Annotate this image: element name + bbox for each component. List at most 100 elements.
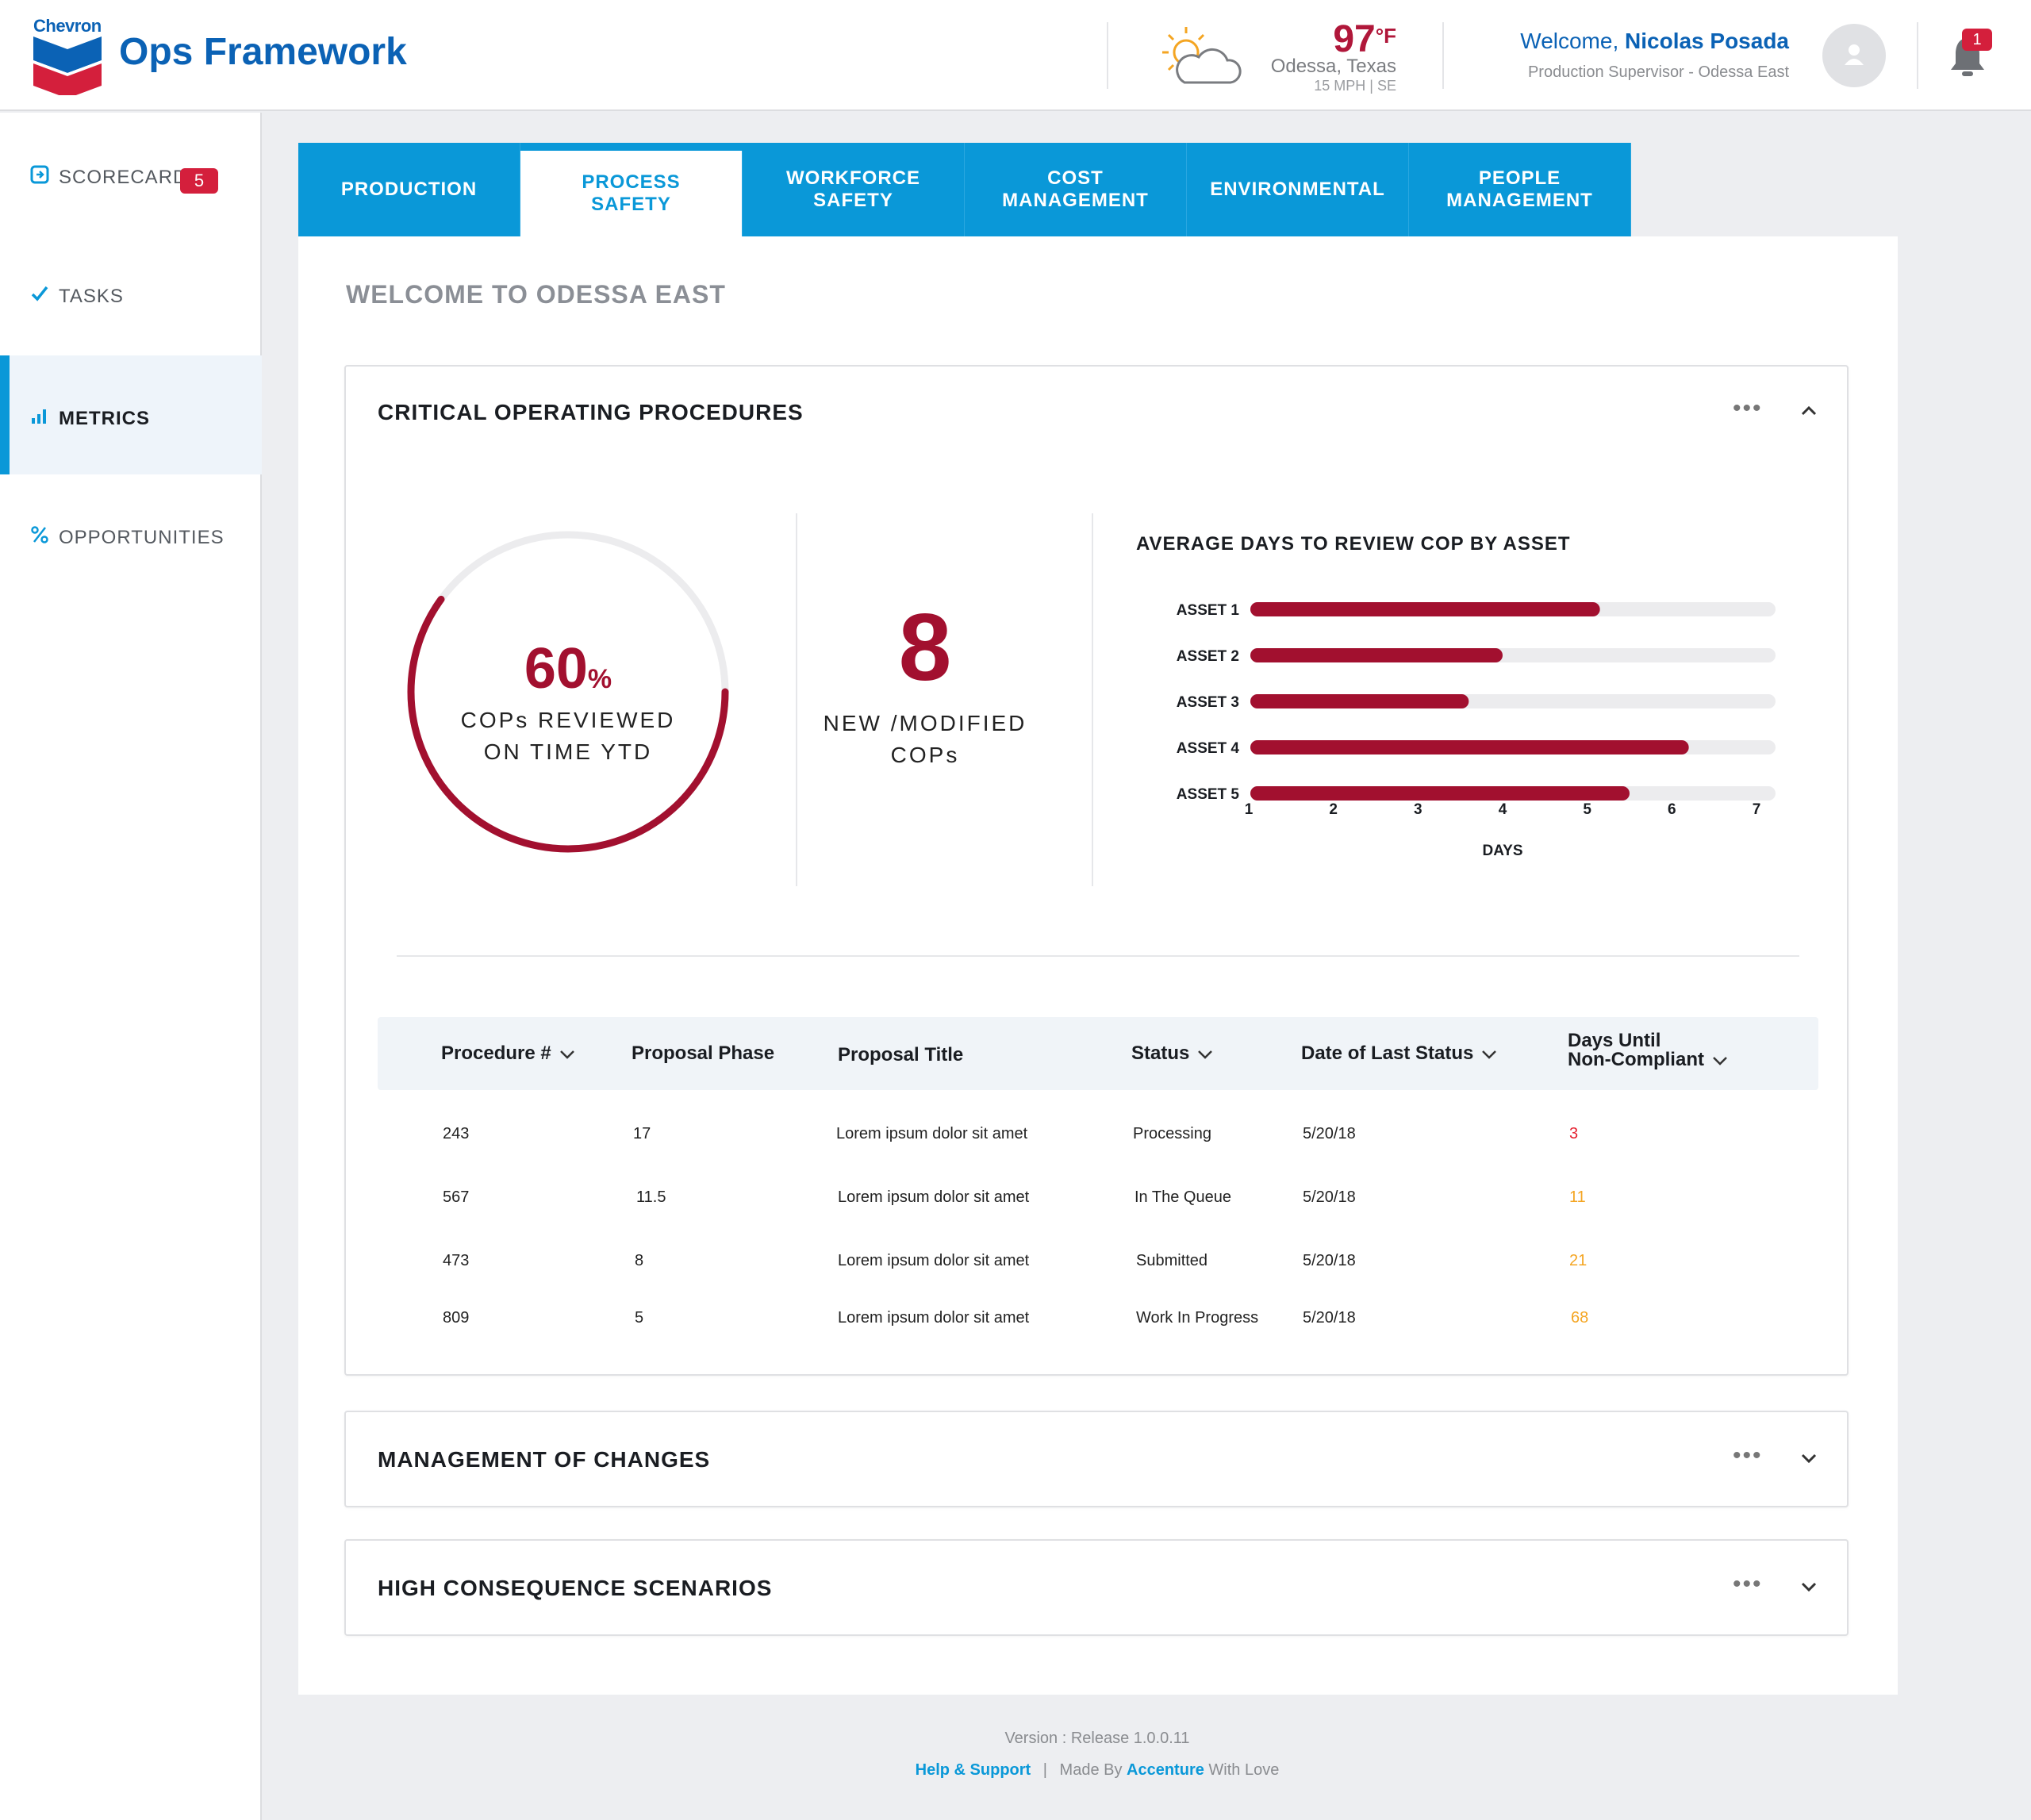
notification-badge[interactable]: 1 <box>1962 29 1992 51</box>
sort-date[interactable]: Date of Last Status <box>1301 1044 1497 1063</box>
label-line: COPs <box>890 743 960 767</box>
bar[interactable] <box>1250 786 1630 801</box>
cell-procedure: 473 <box>443 1252 470 1269</box>
section-divider <box>397 955 1799 957</box>
moc-card[interactable]: MANAGEMENT OF CHANGES ••• <box>344 1411 1849 1507</box>
label-line: ON TIME YTD <box>483 739 653 764</box>
chevron-down-icon <box>1198 1050 1213 1059</box>
header-label: Status <box>1131 1042 1190 1064</box>
hcs-card[interactable]: HIGH CONSEQUENCE SCENARIOS ••• <box>344 1539 1849 1636</box>
column-divider <box>1092 513 1093 886</box>
card-title: MANAGEMENT OF CHANGES <box>378 1447 711 1472</box>
table-row[interactable]: 243 17 Lorem ipsum dolor sit amet Proces… <box>346 1111 1850 1158</box>
user-role: Production Supervisor - Odessa East <box>1527 63 1789 81</box>
made-by-text: Made By <box>1059 1761 1123 1779</box>
sidebar-item-label: METRICS <box>59 408 150 429</box>
progress-arc <box>407 531 729 853</box>
sort-days-non-compliant[interactable]: Days Until Non-Compliant <box>1568 1031 1728 1069</box>
cell-date: 5/20/18 <box>1303 1252 1356 1269</box>
cell-phase: 5 <box>635 1309 644 1327</box>
bar[interactable] <box>1250 648 1503 662</box>
bar[interactable] <box>1250 694 1469 708</box>
cell-procedure: 809 <box>443 1309 470 1327</box>
chevron-logo[interactable] <box>32 16 103 95</box>
card-title: HIGH CONSEQUENCE SCENARIOS <box>378 1576 773 1600</box>
footer-separator: | <box>1042 1761 1047 1779</box>
chevron-down-icon <box>1713 1056 1727 1066</box>
sidebar-item-tasks[interactable]: TASKS <box>0 233 262 352</box>
more-options-icon[interactable]: ••• <box>1733 395 1763 421</box>
sort-status[interactable]: Status <box>1131 1044 1213 1063</box>
user-name[interactable]: Nicolas Posada <box>1625 29 1789 53</box>
help-support-link[interactable]: Help & Support <box>915 1761 1031 1779</box>
page-title: WELCOME TO ODESSA EAST <box>346 280 726 309</box>
header-divider <box>1107 22 1108 89</box>
chevron-down-icon[interactable] <box>1798 1576 1820 1598</box>
table-row[interactable]: 809 5 Lorem ipsum dolor sit amet Work In… <box>346 1295 1850 1342</box>
table-row[interactable]: 567 11.5 Lorem ipsum dolor sit amet In T… <box>346 1174 1850 1222</box>
header-divider <box>1442 22 1444 89</box>
tab-environmental[interactable]: ENVIRONMENTAL <box>1187 143 1409 236</box>
tab-production[interactable]: PRODUCTION <box>298 143 520 236</box>
weather-city: Odessa, Texas <box>1270 56 1396 77</box>
category-label: ASSET 4 <box>1177 740 1240 757</box>
sidebar-item-scorecard[interactable]: SCORECARD <box>0 114 262 233</box>
progress-ring <box>407 531 729 853</box>
label-line: NEW /MODIFIED <box>823 711 1027 735</box>
cell-phase: 8 <box>635 1252 644 1269</box>
x-tick-label: 7 <box>1753 801 1761 818</box>
version-text: Version : Release 1.0.0.11 <box>1004 1730 1190 1747</box>
card-title: CRITICAL OPERATING PROCEDURES <box>378 400 804 424</box>
sidebar-item-metrics[interactable]: METRICS <box>0 355 262 474</box>
more-options-icon[interactable]: ••• <box>1733 1571 1763 1597</box>
header-label: Procedure # <box>441 1042 551 1064</box>
bar[interactable] <box>1250 602 1600 616</box>
brand-name: Chevron <box>33 16 102 36</box>
category-label: ASSET 2 <box>1177 648 1239 665</box>
table-row[interactable]: 473 8 Lorem ipsum dolor sit amet Submitt… <box>346 1238 1850 1285</box>
percent-value: 60 <box>524 637 588 701</box>
tab-people-management[interactable]: PEOPLE MANAGEMENT <box>1409 143 1631 236</box>
welcome-prefix: Welcome, <box>1520 29 1619 53</box>
bar[interactable] <box>1250 740 1689 754</box>
cell-phase: 17 <box>633 1125 651 1142</box>
app-title[interactable]: Ops Framework <box>119 31 407 73</box>
cell-title: Lorem ipsum dolor sit amet <box>838 1309 1030 1327</box>
chevron-down-icon[interactable] <box>1798 1447 1820 1469</box>
column-divider <box>796 513 797 886</box>
x-tick-label: 4 <box>1499 801 1507 818</box>
temperature-unit: °F <box>1375 24 1396 48</box>
tab-cost-management[interactable]: COST MANAGEMENT <box>965 143 1187 236</box>
sort-procedure[interactable]: Procedure # <box>441 1044 575 1063</box>
cell-phase: 11.5 <box>636 1188 666 1206</box>
user-icon <box>1845 44 1864 65</box>
avatar[interactable] <box>1822 24 1886 87</box>
asset-review-bar-chart: ASSET 1 ASSET 2 ASSET 3 ASSET 4 ASSET 5 1 2 3 4 5… <box>1177 602 1776 858</box>
header-label: Date of Last Status <box>1301 1042 1474 1064</box>
sidebar: SCORECARD TASKS METRICS OPPORTUNITIES <box>0 113 262 1820</box>
tab-workforce-safety[interactable]: WORKFORCE SAFETY <box>743 143 965 236</box>
cell-procedure: 243 <box>443 1125 470 1142</box>
x-tick-label: 5 <box>1583 801 1591 818</box>
cell-status: Work In Progress <box>1136 1309 1259 1327</box>
x-tick-label: 6 <box>1668 801 1676 818</box>
chart-title: AVERAGE DAYS TO REVIEW COP BY ASSET <box>1136 533 1571 555</box>
category-label: ASSET 5 <box>1177 786 1240 803</box>
more-options-icon[interactable]: ••• <box>1733 1442 1763 1469</box>
chevron-up-icon[interactable] <box>1798 400 1820 422</box>
tab-label: WORKFORCE SAFETY <box>786 167 920 211</box>
tab-label: COST MANAGEMENT <box>1002 167 1149 211</box>
sidebar-item-opportunities[interactable]: OPPORTUNITIES <box>0 474 262 593</box>
cell-days: 3 <box>1569 1125 1579 1142</box>
x-tick-label: 2 <box>1329 801 1338 818</box>
tab-process-safety[interactable]: PROCESS SAFETY <box>520 151 743 236</box>
cop-card: CRITICAL OPERATING PROCEDURES ••• 60% CO… <box>344 365 1849 1376</box>
cell-days: 21 <box>1569 1252 1588 1269</box>
category-label: ASSET 1 <box>1177 602 1240 619</box>
footer-links: Help & Support | Made By Accenture With … <box>0 1761 2031 1780</box>
table-header: Procedure # Proposal Phase Proposal Titl… <box>378 1017 1818 1090</box>
sidebar-item-label: OPPORTUNITIES <box>59 527 225 548</box>
percent-icon <box>31 526 48 543</box>
cell-date: 5/20/18 <box>1303 1309 1356 1327</box>
percent-sign: % <box>587 664 612 694</box>
